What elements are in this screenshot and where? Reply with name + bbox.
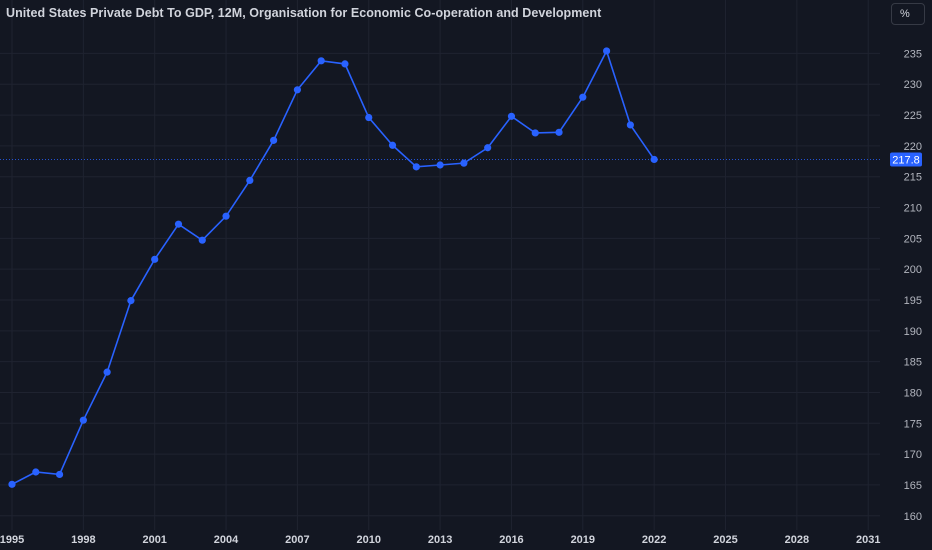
y-tick-label: 180 (904, 387, 922, 399)
chart-title: United States Private Debt To GDP, 12M, … (6, 6, 602, 20)
data-point (32, 468, 40, 476)
data-point (365, 113, 373, 122)
x-tick-label: 2019 (571, 534, 595, 546)
data-point (103, 368, 111, 376)
data-point (460, 159, 468, 167)
data-point (127, 297, 135, 305)
x-tick-label: 2025 (713, 534, 737, 546)
y-tick-label: 230 (904, 79, 922, 91)
y-tick-label: 165 (904, 480, 922, 492)
x-axis: 1995 1998 2001 2004 2007 2010 2013 2016 2019 2022… (0, 534, 880, 546)
data-point (317, 57, 325, 65)
data-point (484, 144, 492, 152)
data-point (270, 136, 278, 144)
data-point (412, 163, 420, 171)
y-tick-label: 235 (904, 48, 922, 60)
data-point (151, 255, 159, 263)
x-tick-label: 2004 (214, 534, 239, 546)
y-tick-label: 175 (904, 418, 922, 430)
x-tick-label: 1998 (71, 534, 95, 546)
y-tick-label: 160 (904, 511, 922, 523)
y-tick-label: 225 (904, 110, 922, 122)
x-tick-label: 2031 (856, 534, 880, 546)
y-tick-label: 195 (904, 295, 922, 307)
series-line (11, 48, 655, 486)
data-point (174, 220, 183, 228)
y-tick-label: 210 (904, 203, 922, 215)
data-point (388, 141, 397, 149)
data-point (79, 416, 87, 424)
grid (0, 0, 880, 530)
data-point (626, 121, 634, 129)
x-tick-label: 2016 (499, 534, 523, 546)
data-point (198, 236, 206, 244)
last-value-badge (890, 152, 922, 167)
data-point (55, 470, 64, 479)
y-axis: 160 165 170 175 180 185 190 195 200 205 210 215 220 2… (904, 48, 922, 522)
data-point (555, 128, 563, 136)
x-tick-label: 2001 (142, 534, 166, 546)
y-tick-label: 190 (904, 326, 922, 338)
y-tick-label: 185 (904, 357, 922, 369)
x-tick-label: 2022 (642, 534, 666, 546)
x-tick-label: 1995 (0, 534, 24, 546)
y-tick-label: 215 (904, 172, 922, 184)
x-tick-label: 2010 (357, 534, 381, 546)
y-tick-label: 220 (904, 141, 922, 153)
data-point (436, 161, 444, 169)
data-point (246, 176, 254, 185)
data-point (507, 112, 516, 120)
x-tick-label: 2013 (428, 534, 452, 546)
x-tick-label: 2028 (785, 534, 809, 546)
data-point (650, 155, 658, 164)
x-tick-label: 2007 (285, 534, 309, 546)
data-point (531, 129, 539, 137)
series-layer (8, 47, 658, 488)
y-tick-label: 170 (904, 449, 922, 461)
data-point (579, 93, 587, 101)
data-point (602, 47, 611, 55)
last-value-label: 217.8 (890, 152, 922, 167)
y-tick-label: 205 (904, 233, 922, 245)
unit-button[interactable]: % (891, 3, 925, 25)
data-point (341, 60, 349, 68)
data-point (293, 86, 302, 94)
data-point (8, 480, 16, 488)
last-value-text: 217.8 (892, 154, 920, 166)
y-tick-label: 200 (904, 264, 922, 276)
data-point (222, 212, 230, 220)
